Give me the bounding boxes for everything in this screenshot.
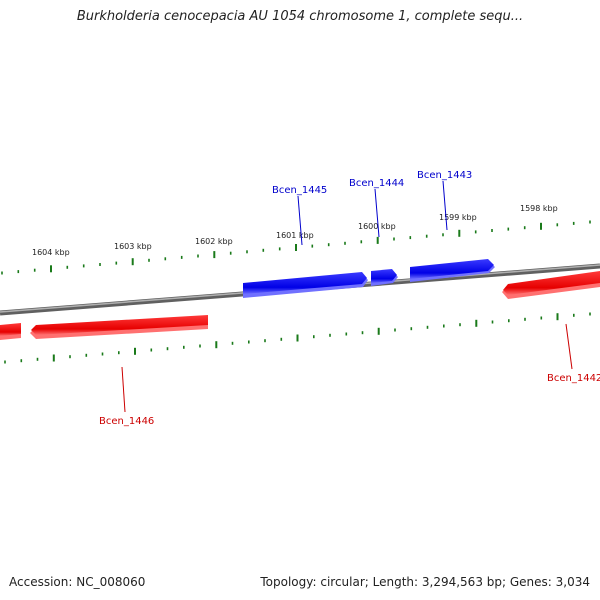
gene-left-partial[interactable] — [0, 323, 21, 340]
sequence-stats-text: Topology: circular; Length: 3,294,563 bp… — [260, 575, 590, 589]
scale-label-1598: 1598 kbp — [520, 204, 558, 213]
gene-label-bcen-1446: Bcen_1446 — [99, 416, 154, 427]
gene-bcen-1443[interactable] — [410, 259, 495, 282]
accession-text: Accession: NC_008060 — [9, 575, 146, 589]
scale-label-1601: 1601 kbp — [276, 231, 314, 240]
gene-bcen-1442[interactable] — [502, 271, 600, 299]
scale-label-1600: 1600 kbp — [358, 222, 396, 231]
gene-bcen-1446[interactable] — [30, 315, 208, 339]
gene-bcen-1444[interactable] — [371, 269, 398, 286]
gene-label-bcen-1443: Bcen_1443 — [417, 170, 472, 181]
scale-labels: 1604 kbp 1603 kbp 1602 kbp 1601 kbp 1600… — [32, 204, 558, 257]
upper-tick-track — [1, 220, 591, 275]
scale-label-1604: 1604 kbp — [32, 248, 70, 257]
gene-labels: Bcen_1445 Bcen_1444 Bcen_1443 Bcen_1446 … — [99, 170, 600, 427]
scale-label-1599: 1599 kbp — [439, 213, 477, 222]
gene-label-bcen-1444: Bcen_1444 — [349, 178, 404, 189]
map-title: Burkholderia cenocepacia AU 1054 chromos… — [76, 9, 524, 24]
gene-label-bcen-1445: Bcen_1445 — [272, 185, 327, 196]
gene-leader-lines — [121, 180, 573, 413]
lower-tick-track — [4, 312, 591, 364]
gene-label-bcen-1442: Bcen_1442 — [547, 373, 600, 384]
scale-label-1602: 1602 kbp — [195, 237, 233, 246]
gene-bcen-1445[interactable] — [243, 272, 368, 298]
scale-label-1603: 1603 kbp — [114, 242, 152, 251]
